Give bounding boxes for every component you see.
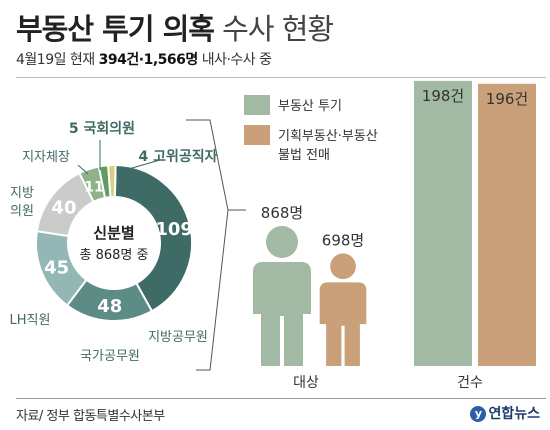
- subtitle-cases: 394건: [98, 52, 140, 68]
- top-divider: [16, 77, 546, 78]
- yonhap-logo: y 연합뉴스: [470, 403, 540, 423]
- page-title: 부동산 투기 의혹 수사 현황: [16, 6, 334, 48]
- donut-slice-value: 45: [44, 257, 69, 278]
- donut-center-title: 신분별: [93, 224, 134, 242]
- leader-line: [117, 159, 161, 173]
- donut-slice-label: 지자체장: [22, 150, 70, 165]
- person-head: [266, 226, 298, 258]
- source-note: 자료/ 정부 합동특별수사본부: [16, 409, 165, 424]
- subtitle-suffix: 내사·수사 중: [197, 52, 272, 68]
- bar-value-label: 196건: [486, 90, 528, 108]
- donut-slice-value: 40: [51, 197, 76, 218]
- bar-group: 198건 196건: [414, 80, 536, 366]
- person-body: [319, 282, 367, 366]
- subtitle-sep: ·: [138, 52, 144, 68]
- logo-text: 연합뉴스: [488, 406, 540, 422]
- leader-line: [77, 164, 89, 175]
- donut-slice: [113, 163, 193, 313]
- bar: [478, 83, 536, 366]
- donut-slice-label: 5 국회의원: [69, 120, 135, 137]
- title-sub: 수사 현황: [222, 12, 334, 46]
- yonhap-logo-icon: y: [470, 406, 487, 422]
- donut-slice-value: 48: [97, 296, 122, 317]
- donut-slice-label: 지방공무원: [148, 330, 208, 345]
- person-value-label: 868명: [261, 204, 303, 222]
- donut-slice: [107, 164, 117, 199]
- person-body: [253, 262, 311, 366]
- donut-slice-label: LH직원: [10, 313, 51, 328]
- subtitle-people: 1,566명: [143, 52, 199, 68]
- donut-slice-label: 의원: [10, 204, 34, 219]
- legend-label-resale: 기획부동산·부동산: [278, 129, 378, 144]
- person-head: [330, 253, 356, 280]
- people-figures: 868명 698명: [253, 204, 367, 366]
- legend-swatch-speculation: [244, 95, 270, 115]
- bar: [414, 80, 472, 366]
- legend-label-resale-2: 불법 전매: [278, 148, 330, 163]
- donut-slice-label: 지방: [10, 186, 34, 201]
- bar-value-label: 198건: [422, 87, 464, 105]
- person-value-label: 698명: [322, 231, 364, 249]
- x-label-cases: 건수: [457, 375, 483, 391]
- donut-slice-label: 국가공무원: [80, 349, 140, 364]
- donut-slice-value: 109: [155, 219, 193, 240]
- x-label-target: 대상: [293, 375, 319, 391]
- subtitle: 4월19일 현재 394건·1,566명 내사·수사 중: [16, 49, 272, 69]
- title-main: 부동산 투기 의혹: [16, 12, 215, 46]
- legend-label-speculation: 부동산 투기: [278, 99, 342, 114]
- donut-slice-value: 11: [84, 179, 103, 195]
- donut-center-sub: 총 868명 중: [80, 248, 149, 263]
- legend-swatch-resale: [244, 125, 270, 145]
- subtitle-prefix: 4월19일 현재: [16, 52, 99, 68]
- bottom-divider: [16, 398, 546, 399]
